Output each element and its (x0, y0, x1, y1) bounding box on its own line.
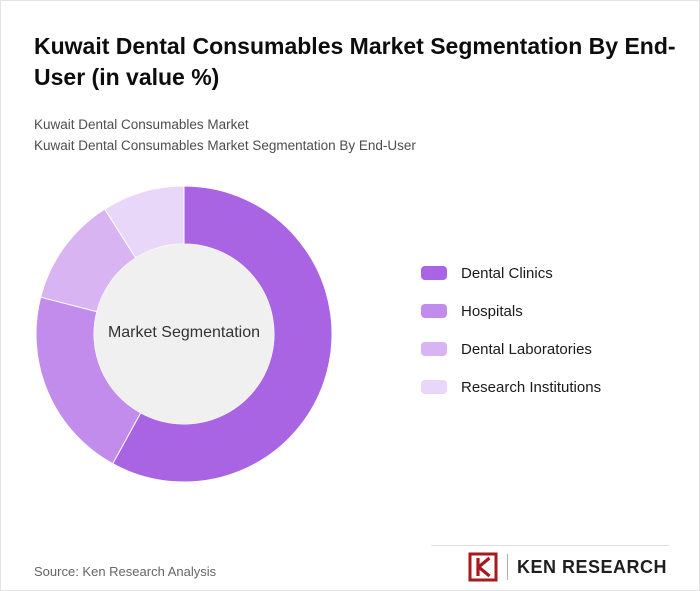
legend-item: Dental Laboratories (421, 340, 601, 358)
legend-label: Research Institutions (461, 378, 602, 396)
subtitle-line-2: Kuwait Dental Consumables Market Segment… (34, 138, 416, 153)
brand-name: KEN RESEARCH (516, 556, 667, 577)
legend-item: Dental Clinics (421, 264, 601, 282)
source-note: Source: Ken Research Analysis (34, 564, 217, 579)
legend-swatch (421, 266, 447, 280)
footer-divider (431, 545, 669, 546)
legend-label: Dental Laboratories (461, 340, 592, 358)
legend-item: Hospitals (421, 302, 601, 320)
chart-legend: Dental Clinics Hospitals Dental Laboratori… (421, 264, 601, 396)
donut-chart-svg (35, 185, 333, 483)
legend-label: Dental Clinics (461, 264, 553, 282)
ken-research-logo: KEN RESEARCH (468, 552, 667, 582)
page-title: Kuwait Dental Consumables Market Segment… (34, 33, 676, 91)
donut-center-circle (94, 244, 274, 424)
ken-research-logo-icon (468, 552, 498, 582)
legend-swatch (421, 380, 447, 394)
logo-divider (506, 554, 508, 580)
donut-center-label: Market Segmentation (107, 324, 261, 341)
legend-label: Hospitals (461, 302, 523, 320)
legend-swatch (421, 342, 447, 356)
legend-item: Research Institutions (421, 378, 601, 396)
legend-swatch (421, 304, 447, 318)
subtitle-line-1: Kuwait Dental Consumables Market (34, 117, 249, 132)
donut-chart (24, 174, 344, 494)
chart-subtitles: Kuwait Dental Consumables Market Kuwait … (34, 114, 416, 156)
